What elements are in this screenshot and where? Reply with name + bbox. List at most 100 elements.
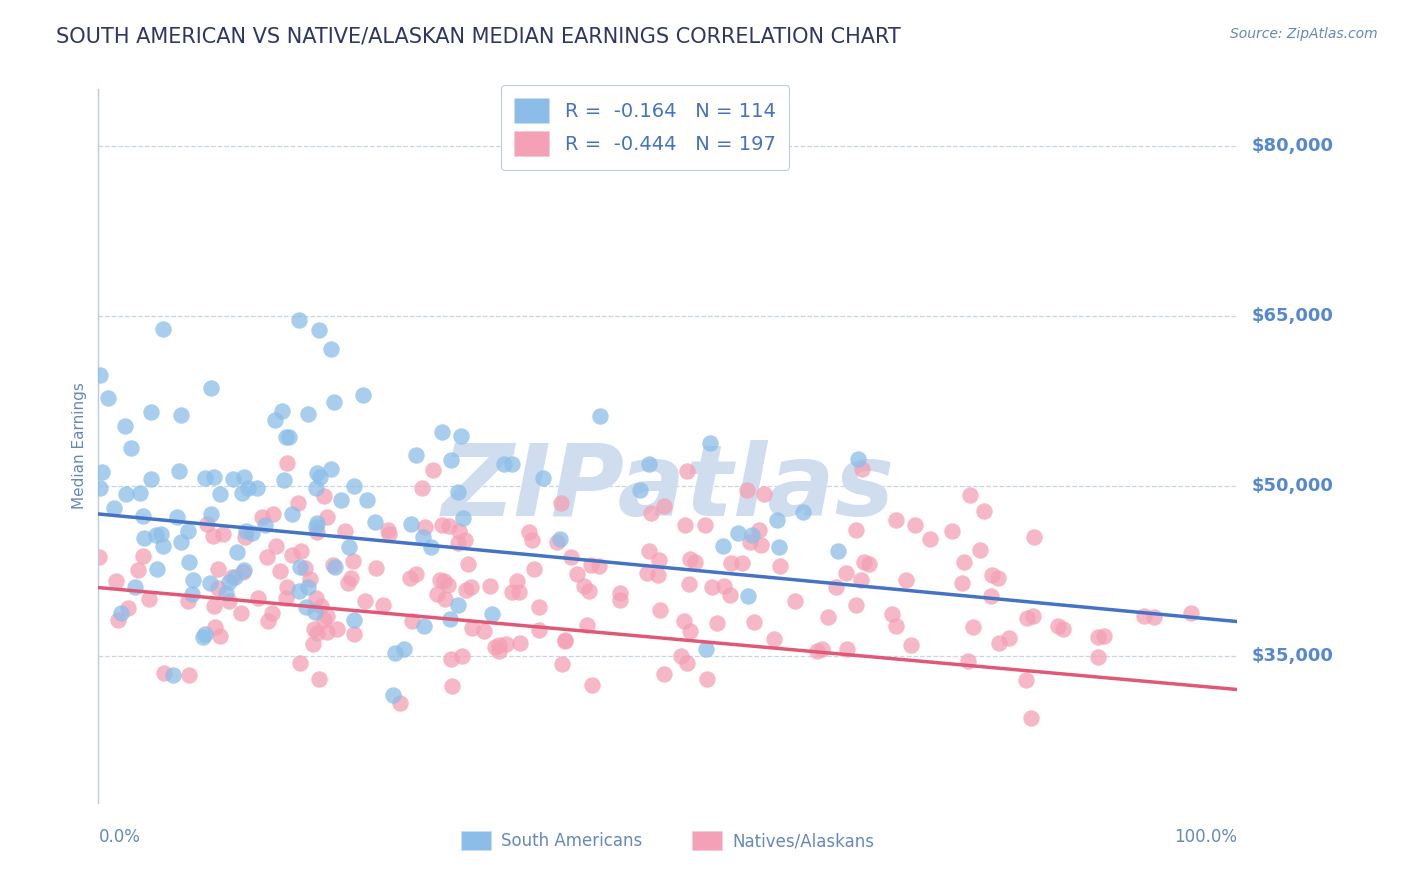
Point [295, 599, 318, 614]
Point [177, 555, 200, 569]
Point [288, 559, 311, 574]
Point [132, 509, 155, 524]
Point [336, 576, 359, 591]
Point [440, 652, 463, 666]
Point [484, 640, 506, 654]
Point [531, 471, 554, 485]
Point [998, 631, 1021, 645]
Point [256, 550, 278, 565]
Point [742, 615, 765, 629]
Point [769, 558, 792, 573]
Point [305, 466, 328, 480]
Point [711, 539, 734, 553]
Point [263, 413, 285, 427]
Point [413, 619, 436, 633]
Point [551, 657, 574, 671]
Point [232, 565, 254, 579]
Point [120, 441, 142, 455]
Point [988, 636, 1011, 650]
Point [713, 579, 735, 593]
Text: SOUTH AMERICAN VS NATIVE/ALASKAN MEDIAN EARNINGS CORRELATION CHART: SOUTH AMERICAN VS NATIVE/ALASKAN MEDIAN … [56, 27, 901, 46]
Point [254, 517, 277, 532]
Point [679, 552, 702, 566]
Point [695, 641, 717, 656]
Point [481, 607, 503, 621]
Point [412, 530, 434, 544]
Point [288, 583, 311, 598]
Point [720, 556, 742, 570]
Point [447, 536, 470, 550]
Point [97, 391, 120, 405]
Point [505, 574, 527, 588]
Point [233, 469, 256, 483]
Point [274, 430, 297, 444]
Point [104, 574, 127, 588]
Point [221, 570, 243, 584]
Point [343, 613, 366, 627]
Point [326, 622, 349, 636]
Point [1019, 711, 1042, 725]
Point [673, 517, 696, 532]
Point [488, 638, 510, 652]
Point [316, 510, 339, 524]
Point [560, 549, 582, 564]
Point [238, 481, 260, 495]
Point [330, 493, 353, 508]
Point [718, 588, 741, 602]
Point [527, 599, 550, 614]
Point [454, 533, 477, 547]
Point [207, 561, 229, 575]
Point [636, 566, 658, 580]
Point [114, 486, 136, 500]
Point [472, 624, 495, 638]
Point [297, 580, 319, 594]
Point [323, 559, 346, 574]
Point [297, 407, 319, 421]
Point [89, 481, 111, 495]
Point [139, 472, 162, 486]
Point [309, 470, 332, 484]
Point [392, 641, 415, 656]
Point [200, 508, 222, 522]
Point [277, 429, 299, 443]
Point [882, 607, 904, 621]
Point [307, 516, 329, 530]
Point [127, 564, 149, 578]
Point [454, 582, 477, 597]
Text: Source: ZipAtlas.com: Source: ZipAtlas.com [1230, 27, 1378, 41]
Point [737, 483, 759, 498]
Point [231, 486, 253, 500]
Point [676, 656, 699, 670]
Point [654, 666, 676, 681]
Point [250, 510, 273, 524]
Point [950, 576, 973, 591]
Point [579, 558, 602, 573]
Point [501, 457, 523, 471]
Point [276, 456, 298, 470]
Point [356, 493, 378, 508]
Point [702, 580, 724, 594]
Point [308, 322, 330, 336]
Point [849, 573, 872, 587]
Point [170, 535, 193, 549]
Point [274, 591, 297, 606]
Point [226, 545, 249, 559]
Point [685, 555, 707, 569]
Point [508, 584, 530, 599]
Text: $80,000: $80,000 [1251, 136, 1333, 155]
Point [373, 598, 395, 612]
Point [450, 649, 472, 664]
Point [806, 644, 828, 658]
Point [852, 555, 875, 569]
Point [706, 616, 728, 631]
Point [401, 614, 423, 628]
Point [181, 587, 204, 601]
Y-axis label: Median Earnings: Median Earnings [72, 383, 87, 509]
Point [145, 562, 167, 576]
Point [89, 368, 111, 382]
Point [858, 557, 880, 571]
Point [817, 609, 839, 624]
Point [302, 636, 325, 650]
Point [170, 408, 193, 422]
Point [271, 404, 294, 418]
